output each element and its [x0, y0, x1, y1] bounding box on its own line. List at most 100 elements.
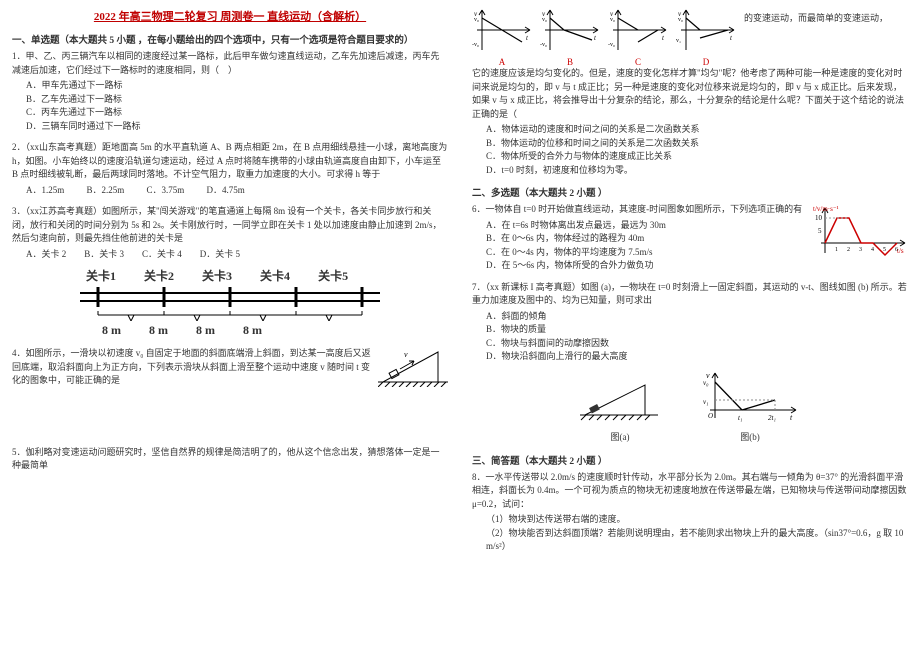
svg-text:t/s: t/s	[897, 247, 904, 255]
section-1-header: 一、单选题（本大题共 5 小题 ，在每小题给出的四个选项中，只有一个选项是符合题…	[12, 32, 448, 46]
q7-b: B．物块的质量	[486, 323, 908, 337]
question-8: 8．一水平传送带以 2.0m/s 的速度顺时针传动，水平部分长为 2.0m。其右…	[472, 471, 908, 554]
svg-text:3: 3	[859, 247, 862, 253]
question-7: 7．（xx 新课标 I 高考真题）如图 (a)，一物块在 t=0 时刻滑上一固定…	[472, 281, 908, 445]
question-4: v 4．如图所示，一滑块以初速度 v₀ 自固定于地面的斜面底端滑上斜面，到达某一…	[12, 347, 448, 388]
q6-svg: t/v/m·s⁻¹ 10 5 t/s 1 2 3 4 5 6	[813, 203, 908, 263]
question-6: t/v/m·s⁻¹ 10 5 t/s 123456 6．一物体自 t=0 时开始…	[472, 203, 908, 273]
incline-diagram: v	[378, 347, 448, 387]
svg-text:2: 2	[847, 247, 850, 253]
question-5: 5．伽利略对变速运动问题研究时，坚信自然界的规律是简洁明了的，他从这个信念出发，…	[12, 446, 448, 473]
svg-text:v₀: v₀	[474, 17, 479, 23]
q3-text: 3．（xx江苏高考真题）如图所示，某"闯关游戏"的笔直通道上每隔 8m 设有一个…	[12, 205, 448, 246]
q5-continued: 它的速度应该是均匀变化的。但是，速度的变化怎样才算"均匀"呢？他考虑了两种可能一…	[472, 67, 908, 177]
q7-text: 7．（xx 新课标 I 高考真题）如图 (a)，一物块在 t=0 时刻滑上一固定…	[472, 281, 908, 308]
svg-text:v: v	[404, 350, 408, 359]
doc-title: 2022 年高三物理二轮复习 周测卷一 直线运动（含解析）	[12, 8, 448, 24]
section-3-header: 三、简答题（本大题共 2 小题 ）	[472, 453, 908, 467]
svg-text:t: t	[526, 34, 529, 42]
q7-figures: 图(a) v v₀ v₁ t t₁ 2t₁ O	[472, 370, 908, 445]
svg-text:-v₀: -v₀	[540, 42, 547, 48]
question-3: 3．（xx江苏高考真题）如图所示，某"闯关游戏"的笔直通道上每隔 8m 设有一个…	[12, 205, 448, 339]
q7-c: C．物块与斜面间的动摩擦因数	[486, 337, 908, 351]
left-column: 2022 年高三物理二轮复习 周测卷一 直线运动（含解析） 一、单选题（本大题共…	[0, 0, 460, 651]
checkpoint-track	[80, 285, 380, 321]
dim-3: 8 m	[196, 321, 215, 339]
section-2-header: 二、多选题（本大题共 2 小题 ）	[472, 185, 908, 199]
right-column: vv₀ t-v₀ A vv₀ t-v₀ B vv₀ t-	[460, 0, 920, 651]
vg-a-label: A	[472, 57, 532, 67]
q7-a: A．斜面的倾角	[486, 310, 908, 324]
q1-opt-a: A．甲车先通过下一路标	[26, 79, 448, 93]
q1-opt-c: C．丙车先通过下一路标	[26, 106, 448, 120]
svg-text:t/v/m·s⁻¹: t/v/m·s⁻¹	[813, 205, 839, 213]
q5-text: 5．伽利略对变速运动问题研究时，坚信自然界的规律是简洁明了的，他从这个信念出发，…	[12, 446, 448, 473]
q2-opt-c: C．3.75m	[147, 185, 185, 195]
col2-intro-side: 的变速运动，而最简单的变速运动，	[744, 8, 888, 67]
question-1: 1．甲、乙、丙三辆汽车以相同的速度经过某一路标，此后甲车做匀速直线运动，乙车先加…	[12, 50, 448, 133]
q1-opt-d: D．三辆车同时通过下一路标	[26, 120, 448, 134]
q7-fig-b: v v₀ v₁ t t₁ 2t₁ O 图(b)	[700, 370, 800, 445]
svg-text:O: O	[708, 412, 713, 420]
dim-1: 8 m	[102, 321, 121, 339]
vg-a-svg: vv₀ t-v₀	[472, 8, 532, 53]
svg-text:-v₀: -v₀	[608, 42, 615, 48]
svg-text:t: t	[790, 413, 793, 422]
svg-text:t₁: t₁	[738, 414, 742, 422]
svg-text:v₀: v₀	[703, 379, 709, 387]
q2-opt-a: A．1.25m	[26, 185, 64, 195]
q7-figb-label: 图(b)	[700, 431, 800, 445]
vg-d: vv₀ tv₁ D	[676, 8, 736, 67]
vg-b: vv₀ t-v₀ B	[540, 8, 600, 67]
vg-c-svg: vv₀ t-v₀	[608, 8, 668, 53]
svg-text:4: 4	[871, 247, 874, 253]
q2-opt-b: B．2.25m	[87, 185, 125, 195]
q5c-a: A．物体运动的速度和时间之间的关系是二次函数关系	[486, 123, 908, 137]
q3-opts: A．关卡 2 B．关卡 3 C．关卡 4 D．关卡 5	[26, 248, 448, 262]
q7-figb-svg: v v₀ v₁ t t₁ 2t₁ O	[700, 370, 800, 425]
svg-text:v₁: v₁	[703, 398, 709, 406]
q1-opt-b: B．乙车先通过下一路标	[26, 93, 448, 107]
track-svg	[80, 285, 380, 321]
svg-text:5: 5	[883, 247, 886, 253]
incline-svg: v	[378, 347, 448, 387]
svg-text:10: 10	[815, 214, 823, 222]
kk-4: 关卡4	[260, 267, 290, 285]
kk-2: 关卡2	[144, 267, 174, 285]
question-2: 2．（xx山东高考真题）距地面高 5m 的水平直轨道 A、B 两点相距 2m，在…	[12, 141, 448, 197]
spacer	[12, 396, 448, 446]
q5c-c: C．物体所受的合外力与物体的速度成正比关系	[486, 150, 908, 164]
q2-opts: A．1.25m B．2.25m C．3.75m D．4.75m	[26, 184, 448, 198]
vg-c-label: C	[608, 57, 668, 67]
kk-1: 关卡1	[86, 267, 116, 285]
svg-text:5: 5	[818, 227, 822, 235]
vg-d-svg: vv₀ tv₁	[676, 8, 736, 53]
kk-5: 关卡5	[318, 267, 348, 285]
q8-a: （1）物块到达传送带右端的速度。	[486, 513, 908, 527]
vg-a: vv₀ t-v₀ A	[472, 8, 532, 67]
checkpoint-dims: 8 m 8 m 8 m 8 m	[102, 321, 380, 339]
velocity-graphs-row: vv₀ t-v₀ A vv₀ t-v₀ B vv₀ t-	[472, 8, 908, 67]
q8-text: 8．一水平传送带以 2.0m/s 的速度顺时针传动，水平部分长为 2.0m。其右…	[472, 471, 908, 512]
q7-fig-a: 图(a)	[580, 370, 660, 445]
q7-figa-label: 图(a)	[580, 431, 660, 445]
svg-text:v₀: v₀	[542, 17, 547, 23]
q5c-d: D．t=0 时刻，初速度和位移均为零。	[486, 164, 908, 178]
q8-b: （2）物块能否到达斜面顶端？若能则说明理由，若不能则求出物块上升的最大高度。（s…	[486, 527, 908, 554]
svg-text:6: 6	[895, 247, 898, 253]
checkpoint-labels: 关卡1 关卡2 关卡3 关卡4 关卡5	[86, 267, 380, 285]
svg-text:1: 1	[835, 247, 838, 253]
q5c-b: B．物体运动的位移和时间之间的关系是二次函数关系	[486, 137, 908, 151]
vg-b-label: B	[540, 57, 600, 67]
dim-2: 8 m	[149, 321, 168, 339]
q2-text: 2．（xx山东高考真题）距地面高 5m 的水平直轨道 A、B 两点相距 2m，在…	[12, 141, 448, 182]
q2-opt-d: D．4.75m	[207, 185, 245, 195]
svg-text:v₁: v₁	[676, 38, 681, 44]
vg-c: vv₀ t-v₀ C	[608, 8, 668, 67]
dim-4: 8 m	[243, 321, 262, 339]
q7-figa-svg	[580, 370, 660, 425]
svg-text:t: t	[594, 34, 597, 42]
svg-text:v₀: v₀	[678, 17, 683, 23]
svg-text:-v₀: -v₀	[472, 42, 479, 48]
kk-3: 关卡3	[202, 267, 232, 285]
